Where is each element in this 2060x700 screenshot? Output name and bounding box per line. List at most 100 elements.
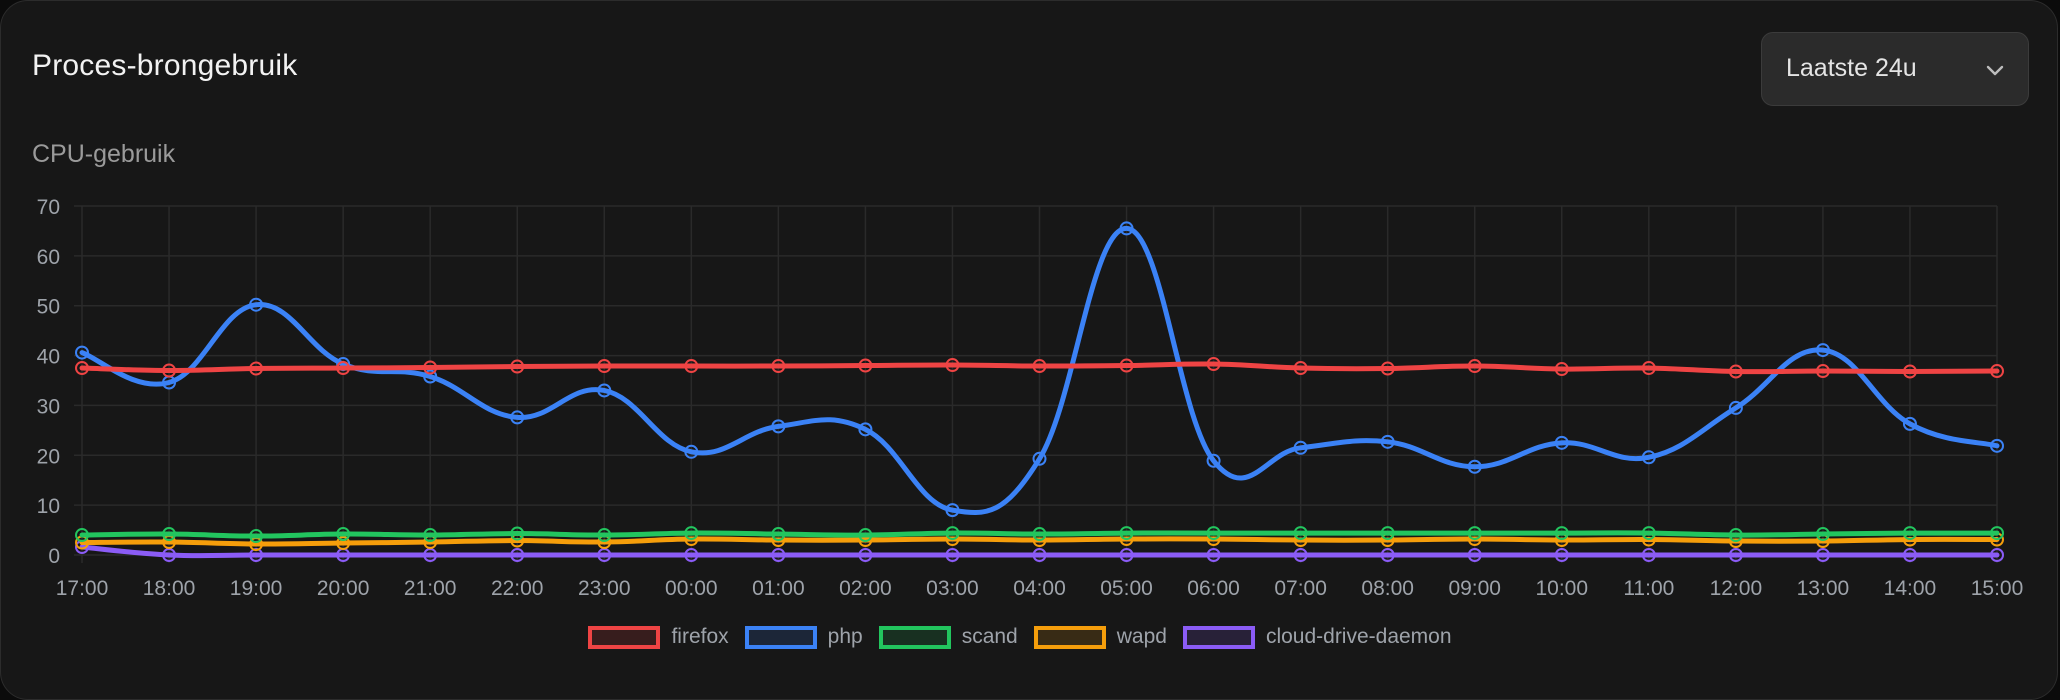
data-point[interactable] [771, 359, 786, 374]
data-point[interactable] [771, 419, 786, 434]
data-point[interactable] [597, 383, 612, 398]
data-point[interactable] [162, 363, 177, 378]
data-point[interactable] [1990, 526, 2004, 541]
legend-item-scand[interactable]: scand [878, 625, 1018, 649]
data-point[interactable] [771, 527, 786, 542]
data-point[interactable] [510, 359, 525, 374]
data-point[interactable] [1641, 450, 1656, 465]
data-point[interactable] [1293, 526, 1308, 541]
data-point[interactable] [1902, 526, 1917, 541]
chevron-down-icon [1986, 65, 2004, 76]
data-point[interactable] [1554, 362, 1569, 377]
data-point[interactable] [1641, 526, 1656, 541]
data-point[interactable] [1380, 548, 1395, 562]
data-point[interactable] [945, 503, 960, 518]
data-point[interactable] [1554, 435, 1569, 450]
data-point[interactable] [162, 527, 177, 542]
data-point[interactable] [1990, 548, 2004, 562]
data-point[interactable] [945, 548, 960, 562]
data-point[interactable] [1206, 548, 1221, 562]
data-point[interactable] [684, 444, 699, 459]
data-point[interactable] [945, 526, 960, 541]
data-point[interactable] [336, 536, 351, 551]
data-point[interactable] [336, 527, 351, 542]
data-point[interactable] [684, 526, 699, 541]
data-point[interactable] [1380, 361, 1395, 376]
data-point[interactable] [1902, 364, 1917, 379]
data-point[interactable] [858, 358, 873, 373]
data-point[interactable] [1815, 343, 1830, 358]
data-point[interactable] [1293, 361, 1308, 376]
data-point[interactable] [597, 528, 612, 543]
data-point[interactable] [1206, 357, 1221, 372]
data-point[interactable] [1554, 548, 1569, 562]
data-point[interactable] [1032, 548, 1047, 562]
data-point[interactable] [423, 528, 438, 543]
data-point[interactable] [1902, 548, 1917, 562]
time-range-select[interactable]: Laatste 24u [1761, 32, 2029, 106]
y-tick-label: 70 [37, 196, 60, 219]
data-point[interactable] [1990, 438, 2004, 453]
data-point[interactable] [1728, 364, 1743, 379]
data-point[interactable] [336, 361, 351, 376]
data-point[interactable] [1990, 364, 2004, 379]
data-point[interactable] [684, 359, 699, 374]
data-point[interactable] [1728, 400, 1743, 415]
data-point[interactable] [1815, 527, 1830, 542]
data-point[interactable] [1032, 527, 1047, 542]
data-point[interactable] [1119, 358, 1134, 373]
data-point[interactable] [597, 359, 612, 374]
data-point[interactable] [1467, 548, 1482, 562]
data-point[interactable] [510, 548, 525, 562]
legend-item-firefox[interactable]: firefox [588, 625, 729, 649]
data-point[interactable] [945, 358, 960, 373]
data-point[interactable] [1293, 440, 1308, 455]
data-point[interactable] [858, 422, 873, 437]
data-point[interactable] [1815, 364, 1830, 379]
data-point[interactable] [684, 548, 699, 562]
data-point[interactable] [858, 548, 873, 562]
legend-item-cloud-drive-daemon[interactable]: cloud-drive-daemon [1182, 625, 1452, 649]
data-point[interactable] [1467, 459, 1482, 474]
data-point[interactable] [423, 360, 438, 375]
data-point[interactable] [1206, 526, 1221, 541]
data-point[interactable] [423, 369, 438, 384]
chart-subtitle: CPU-gebruik [32, 140, 176, 168]
data-point[interactable] [1119, 221, 1134, 236]
legend-item-php[interactable]: php [744, 625, 863, 649]
x-tick-label: 03:00 [926, 577, 979, 600]
data-point[interactable] [1902, 416, 1917, 431]
legend-label: scand [961, 625, 1018, 648]
data-point[interactable] [249, 297, 264, 312]
data-point[interactable] [249, 361, 264, 376]
data-point[interactable] [1380, 434, 1395, 449]
data-point[interactable] [1206, 453, 1221, 468]
data-point[interactable] [1728, 528, 1743, 543]
data-point[interactable] [1815, 548, 1830, 562]
data-point[interactable] [1119, 526, 1134, 541]
data-point[interactable] [1119, 548, 1134, 562]
x-tick-label: 05:00 [1100, 577, 1153, 600]
data-point[interactable] [1032, 451, 1047, 466]
data-point[interactable] [510, 410, 525, 425]
data-point[interactable] [75, 528, 89, 543]
data-point[interactable] [249, 529, 264, 544]
data-point[interactable] [249, 548, 264, 562]
data-point[interactable] [771, 548, 786, 562]
data-point[interactable] [1467, 359, 1482, 374]
x-tick-label: 14:00 [1884, 577, 1937, 600]
data-point[interactable] [75, 345, 89, 360]
data-point[interactable] [1380, 526, 1395, 541]
data-point[interactable] [1728, 548, 1743, 562]
data-point[interactable] [858, 528, 873, 543]
data-point[interactable] [1032, 359, 1047, 374]
data-point[interactable] [510, 526, 525, 541]
data-point[interactable] [1467, 526, 1482, 541]
data-point[interactable] [1641, 361, 1656, 376]
data-point[interactable] [1293, 548, 1308, 562]
legend-item-wapd[interactable]: wapd [1033, 625, 1167, 649]
data-point[interactable] [75, 361, 89, 376]
data-point[interactable] [1554, 526, 1569, 541]
data-point[interactable] [1641, 548, 1656, 562]
